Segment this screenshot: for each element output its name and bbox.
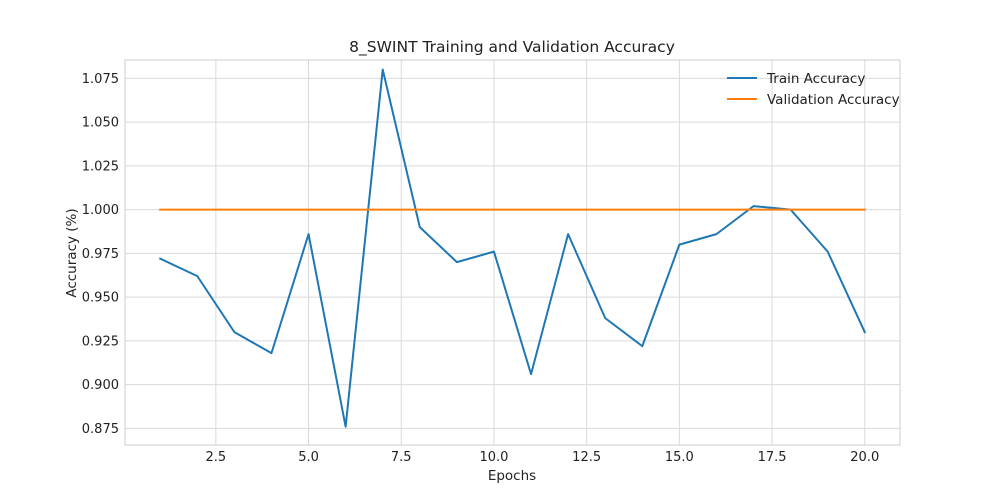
y-tick-label: 0.975 bbox=[82, 247, 119, 262]
x-tick-label: 10.0 bbox=[479, 450, 508, 465]
y-tick-label: 0.950 bbox=[82, 291, 119, 306]
y-tick-label: 0.925 bbox=[82, 334, 119, 349]
legend: Train Accuracy Validation Accuracy bbox=[727, 71, 900, 108]
y-tick-label: 1.000 bbox=[82, 203, 119, 218]
x-tick-label: 2.5 bbox=[206, 450, 227, 465]
train-accuracy-line bbox=[158, 68, 867, 428]
y-tick-label: 1.050 bbox=[82, 116, 119, 131]
y-tick-label: 1.025 bbox=[82, 159, 119, 174]
y-tick-label: 0.875 bbox=[82, 422, 119, 437]
legend-label-train: Train Accuracy bbox=[766, 71, 865, 87]
x-tick-label: 15.0 bbox=[665, 450, 694, 465]
x-tick-label: 17.5 bbox=[758, 450, 787, 465]
y-tick-label: 1.075 bbox=[82, 72, 119, 87]
x-tick-label: 7.5 bbox=[391, 450, 412, 465]
y-axis-label: Accuracy (%) bbox=[64, 208, 80, 297]
series-layer bbox=[158, 68, 867, 428]
x-axis-label: Epochs bbox=[488, 468, 536, 484]
x-tick-label: 12.5 bbox=[572, 450, 601, 465]
x-tick-label: 5.0 bbox=[298, 450, 319, 465]
tick-labels: 2.5 5.0 7.5 10.0 12.5 15.0 17.5 20.0 0.875 0.900 0… bbox=[82, 72, 879, 465]
y-tick-label: 0.900 bbox=[82, 378, 119, 393]
legend-label-validation: Validation Accuracy bbox=[767, 92, 900, 108]
chart-title: 8_SWINT Training and Validation Accuracy bbox=[349, 38, 675, 57]
plot-frame bbox=[124, 59, 901, 446]
x-tick-label: 20.0 bbox=[850, 450, 879, 465]
